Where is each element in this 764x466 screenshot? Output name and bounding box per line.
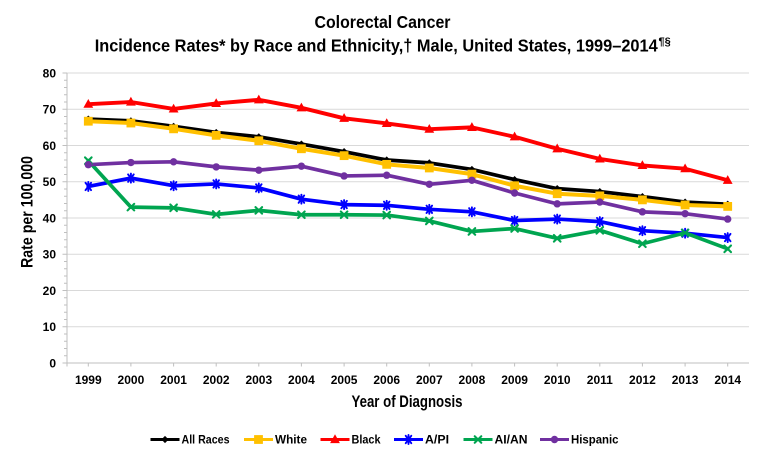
svg-text:80: 80 [43,66,57,80]
svg-text:2004: 2004 [288,373,315,387]
svg-text:2007: 2007 [416,373,443,387]
svg-text:2000: 2000 [118,373,145,387]
svg-text:2011: 2011 [587,373,613,387]
svg-text:Year of Diagnosis: Year of Diagnosis [352,393,463,411]
svg-text:A/PI: A/PI [425,433,449,447]
svg-text:30: 30 [43,248,57,262]
svg-text:Rate per 100,000: Rate per 100,000 [19,156,37,268]
svg-text:White: White [275,433,307,447]
svg-text:Black: Black [352,433,381,447]
svg-text:2009: 2009 [501,373,528,387]
svg-text:Hispanic: Hispanic [571,433,619,447]
svg-text:20: 20 [43,284,57,298]
svg-text:AI/AN: AI/AN [495,433,528,447]
svg-text:2005: 2005 [331,373,358,387]
svg-text:2006: 2006 [373,373,400,387]
svg-text:All Races: All Races [182,433,230,447]
svg-text:2014: 2014 [714,373,741,387]
svg-text:2012: 2012 [629,373,656,387]
svg-text:40: 40 [43,211,57,225]
svg-text:2002: 2002 [203,373,230,387]
svg-text:Colorectal Cancer: Colorectal Cancer [315,12,451,32]
svg-text:60: 60 [43,139,57,153]
svg-text:0: 0 [49,356,56,370]
svg-text:2013: 2013 [672,373,699,387]
svg-text:1999: 1999 [75,373,102,387]
svg-text:2010: 2010 [544,373,571,387]
svg-text:¶§: ¶§ [659,36,671,48]
svg-text:2008: 2008 [459,373,486,387]
svg-text:2003: 2003 [245,373,272,387]
svg-text:2001: 2001 [160,373,187,387]
svg-text:10: 10 [43,320,57,334]
svg-text:70: 70 [43,103,57,117]
svg-text:Incidence Rates* by Race and E: Incidence Rates* by Race and Ethnicity,†… [95,35,658,55]
svg-text:50: 50 [43,175,57,189]
